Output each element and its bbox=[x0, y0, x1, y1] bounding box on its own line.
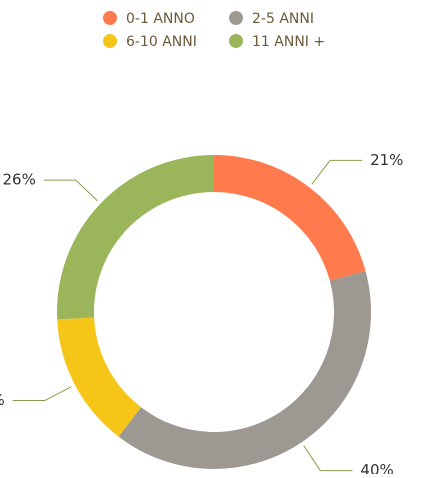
slice-label: 21% bbox=[370, 151, 403, 169]
legend-dot bbox=[103, 11, 117, 25]
legend-label: 0-1 ANNO bbox=[126, 11, 195, 27]
legend-label: 6-10 ANNI bbox=[126, 34, 197, 50]
donut-slice bbox=[57, 317, 142, 437]
legend-dot bbox=[103, 34, 117, 48]
leader-line bbox=[311, 159, 363, 185]
leader-line bbox=[43, 179, 98, 202]
legend-dot bbox=[229, 34, 243, 48]
donut-slice bbox=[214, 155, 366, 281]
slice-label: 40% bbox=[360, 461, 393, 474]
slice-label: 26% bbox=[2, 171, 35, 189]
leader-line bbox=[12, 386, 72, 402]
donut-slice bbox=[56, 155, 214, 320]
legend-label: 11 ANNI + bbox=[252, 34, 325, 50]
donut-slice bbox=[118, 270, 371, 469]
slice-label: 14% bbox=[0, 391, 5, 409]
legend-dot bbox=[229, 11, 243, 25]
leader-line bbox=[303, 445, 353, 472]
legend-label: 2-5 ANNI bbox=[252, 11, 314, 27]
